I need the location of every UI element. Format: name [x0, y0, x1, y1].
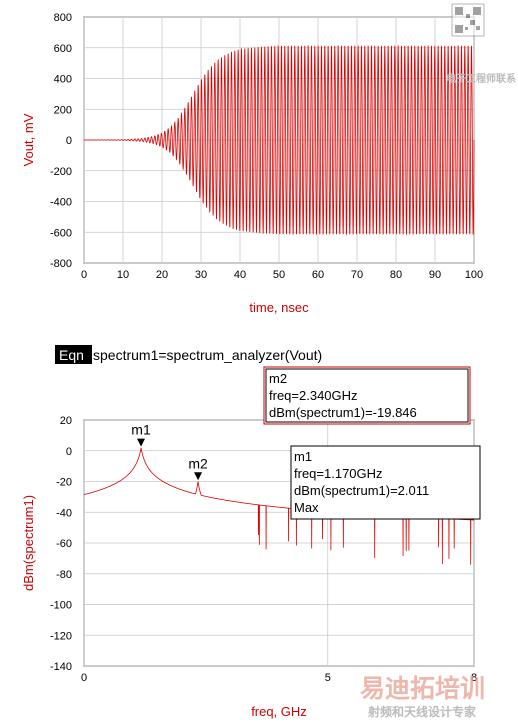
- time-x-tick-label: 50: [273, 269, 285, 281]
- time-y-tick-label: 0: [66, 135, 72, 147]
- marker-m2-readout[interactable]: m2 freq=2.340GHz dBm(spectrum1)=-19.846: [263, 366, 471, 425]
- time-x-tick-label: 10: [117, 269, 129, 281]
- spectrum-y-axis-label: dBm(spectrum1): [21, 495, 36, 591]
- vout-waveform: [84, 45, 475, 236]
- m2-box-outer: [263, 366, 471, 425]
- spectrum-y-tick-label: -100: [50, 600, 72, 612]
- time-y-tick-label: -600: [50, 227, 72, 239]
- marker-m1-label: m1: [131, 422, 151, 438]
- spectrum-x-tick-label: 0: [81, 672, 87, 684]
- m2-box-inner: [265, 368, 469, 423]
- spectrum-plot-ticks: 0 5 8 -140 -120 -100 -80 -60 -40 -20 0 20: [50, 415, 477, 684]
- time-plot-ticks: 0 10 20 30 40 50 60 70 80 90 100 -800 -600 -400 -200 0 2…: [50, 12, 483, 281]
- spectrum-y-tick-label: -60: [56, 538, 72, 550]
- m1-box-freq: freq=1.170GHz: [294, 466, 383, 481]
- m1-box: [290, 445, 481, 520]
- spectrum-x-tick-label: 8: [471, 672, 477, 684]
- spectrum-markers: m1 m2: [131, 422, 208, 481]
- spectrum-y-tick-label: 20: [60, 415, 72, 427]
- time-x-tick-label: 80: [390, 269, 402, 281]
- spectrum-trace: [83, 447, 475, 565]
- spectrum-y-tick-label: -20: [56, 477, 72, 489]
- watermark-brand: 易迪拓培训: [360, 674, 485, 703]
- m2-box-dbm: dBm(spectrum1)=-19.846: [269, 405, 417, 420]
- time-x-tick-label: 70: [351, 269, 363, 281]
- time-y-tick-label: 200: [54, 104, 72, 116]
- time-x-tick-label: 0: [81, 269, 87, 281]
- spectrum-x-axis-label: freq, GHz: [251, 704, 307, 719]
- time-x-tick-label: 60: [312, 269, 324, 281]
- time-y-tick-label: -400: [50, 197, 72, 209]
- spectrum-x-tick-label: 5: [325, 672, 331, 684]
- time-x-tick-label: 90: [429, 269, 441, 281]
- eqn-badge: Eqn: [59, 347, 84, 363]
- marker-m2-label: m2: [188, 455, 208, 471]
- time-y-axis-label: Vout, mV: [21, 113, 36, 166]
- marker-m1-triangle[interactable]: [137, 438, 146, 447]
- m1-box-dbm: dBm(spectrum1)=2.011: [294, 483, 429, 498]
- time-y-tick-label: -800: [50, 258, 72, 270]
- time-domain-plot: 0 10 20 30 40 50 60 70 80 90 100 -800 -600 -400 -200 0 2…: [21, 12, 483, 315]
- eqn-badge-bg: [55, 345, 92, 364]
- time-x-tick-label: 20: [156, 269, 168, 281]
- time-y-tick-label: -200: [50, 166, 72, 178]
- time-x-axis-label: time, nsec: [249, 300, 309, 315]
- m2-box-freq: freq=2.340GHz: [269, 388, 358, 403]
- marker-m2-triangle[interactable]: [194, 472, 203, 481]
- time-x-tick-label: 40: [234, 269, 246, 281]
- m1-box-title: m1: [294, 449, 312, 464]
- time-y-tick-label: 800: [54, 12, 72, 24]
- equation-line[interactable]: Eqn spectrum1=spectrum_analyzer(Vout): [55, 345, 322, 364]
- m2-box-title: m2: [269, 371, 287, 386]
- watermark-sub: 射频和天线设计专家: [367, 704, 477, 719]
- spectrum-y-tick-label: -40: [56, 507, 72, 519]
- time-y-tick-label: 400: [54, 74, 72, 86]
- m1-box-max: Max: [294, 500, 319, 515]
- marker-m1-readout[interactable]: m1 freq=1.170GHz dBm(spectrum1)=2.011 Ma…: [290, 445, 481, 520]
- qr-code-logo: [451, 3, 485, 37]
- spectrum-y-tick-label: -120: [50, 630, 72, 642]
- equation-text: spectrum1=spectrum_analyzer(Vout): [93, 347, 322, 363]
- spectrum-y-tick-label: -140: [50, 661, 72, 673]
- spectrum-y-tick-label: 0: [66, 446, 72, 458]
- time-x-tick-label: 100: [465, 269, 483, 281]
- time-y-tick-label: 600: [54, 43, 72, 55]
- time-x-tick-label: 30: [195, 269, 207, 281]
- spectrum-y-tick-label: -80: [56, 569, 72, 581]
- watermark-corner: 电子工程师联系: [446, 72, 516, 85]
